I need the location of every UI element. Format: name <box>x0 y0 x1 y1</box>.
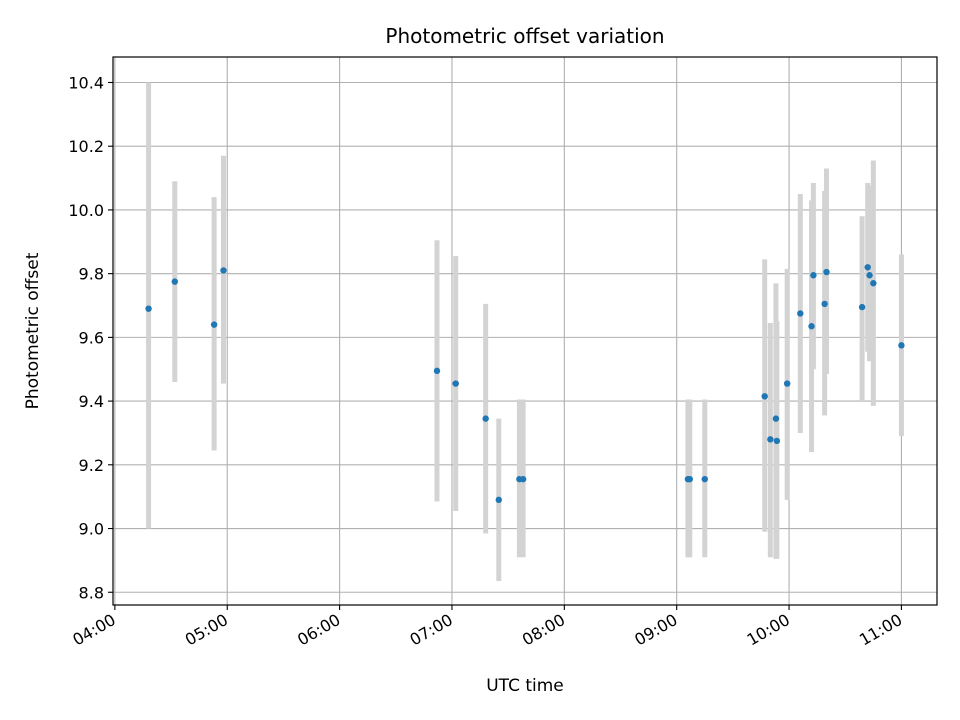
data-point <box>171 278 178 285</box>
y-tick-label: 10.2 <box>68 137 104 156</box>
data-point <box>686 475 693 483</box>
data-point <box>145 305 152 312</box>
y-tick-label: 10.4 <box>68 73 104 92</box>
y-tick-label: 9.8 <box>79 265 104 284</box>
data-point <box>773 437 781 445</box>
y-axis-ticks: 8.8 9.0 9.2 9.4 9.6 9.8 10.0 10.2 10.4 <box>68 73 113 602</box>
data-point <box>808 323 815 330</box>
data-point <box>433 367 441 375</box>
y-tick-label: 9.6 <box>79 328 104 347</box>
y-tick-label: 8.8 <box>79 583 104 602</box>
y-tick-label: 9.0 <box>79 520 104 539</box>
y-tick-label: 10.0 <box>68 201 104 220</box>
data-point <box>821 300 828 308</box>
data-point <box>452 380 459 387</box>
y-axis-title: Photometric offset <box>23 252 43 409</box>
data-point <box>495 496 502 504</box>
data-point <box>898 342 905 349</box>
chart-title: Photometric offset variation <box>385 24 664 48</box>
data-point <box>858 303 866 311</box>
data-point <box>772 415 780 422</box>
data-point <box>870 280 877 287</box>
data-point <box>810 272 817 279</box>
data-point <box>220 267 227 274</box>
data-point <box>519 475 527 483</box>
x-axis-title: UTC time <box>486 676 564 696</box>
data-point <box>761 393 768 400</box>
data-point <box>866 272 873 279</box>
data-point <box>864 264 871 271</box>
y-tick-label: 9.4 <box>79 392 104 411</box>
data-points <box>145 264 905 504</box>
data-point <box>823 268 830 276</box>
y-tick-label: 9.2 <box>79 456 104 475</box>
data-point <box>783 380 791 387</box>
data-point <box>797 310 804 317</box>
plot-frame <box>112 56 938 606</box>
data-point <box>767 436 774 443</box>
data-point <box>210 321 218 328</box>
data-point <box>482 415 489 422</box>
data-point <box>701 475 708 483</box>
